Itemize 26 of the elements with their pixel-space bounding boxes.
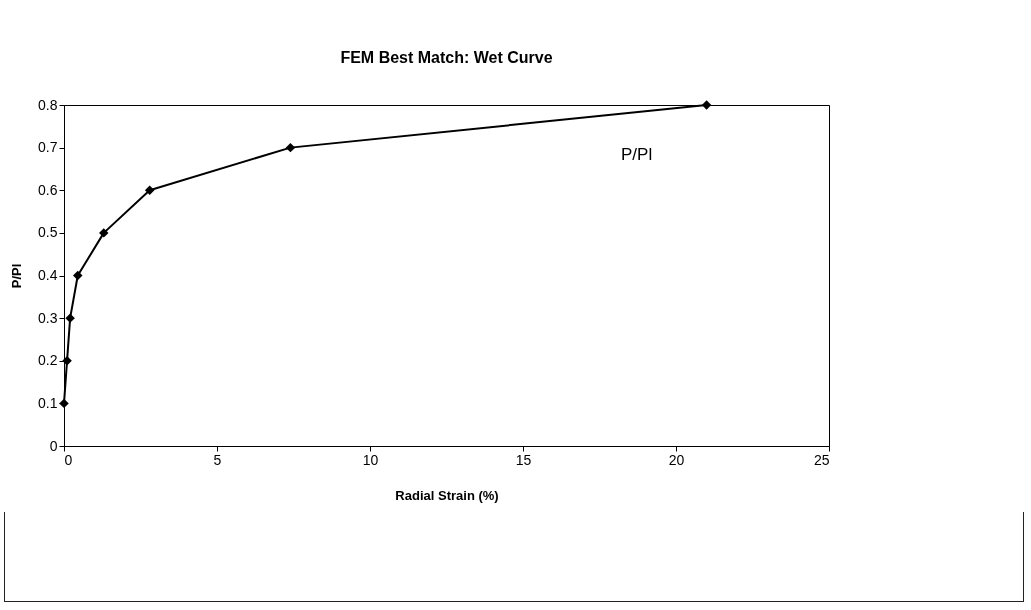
y-tick-label: 0.5 — [38, 224, 58, 241]
point — [59, 398, 69, 409]
x-tick-label: 15 — [515, 451, 532, 468]
y-tick-label: 0.6 — [38, 181, 58, 198]
point — [62, 356, 72, 366]
chart-title: FEM Best Match: Wet Curve — [340, 49, 553, 66]
point — [99, 228, 109, 238]
point — [73, 270, 83, 281]
x-tick-label: 20 — [668, 451, 685, 468]
x-tick-label: 25 — [813, 451, 830, 468]
x-tick-label: 0 — [64, 451, 73, 468]
x-tick-label: 10 — [362, 451, 379, 468]
series-label: P/Pl — [621, 145, 653, 164]
y-axis-title: P/Pl — [9, 263, 25, 289]
x-axis-title: Radial Strain (%) — [395, 487, 499, 503]
point — [144, 185, 155, 195]
y-tick-label: 0.4 — [38, 267, 58, 283]
point — [701, 100, 712, 110]
y-tick-label: 0.2 — [38, 352, 58, 369]
y-tick-label: 0 — [49, 437, 58, 454]
point — [285, 142, 296, 153]
y-tick-label: 0.7 — [38, 139, 58, 156]
y-tick-label: 0.3 — [38, 309, 58, 326]
y-tick-label: 0.8 — [38, 96, 58, 113]
x-tick-label: 5 — [213, 451, 222, 468]
y-tick-label: 0.1 — [38, 394, 58, 411]
